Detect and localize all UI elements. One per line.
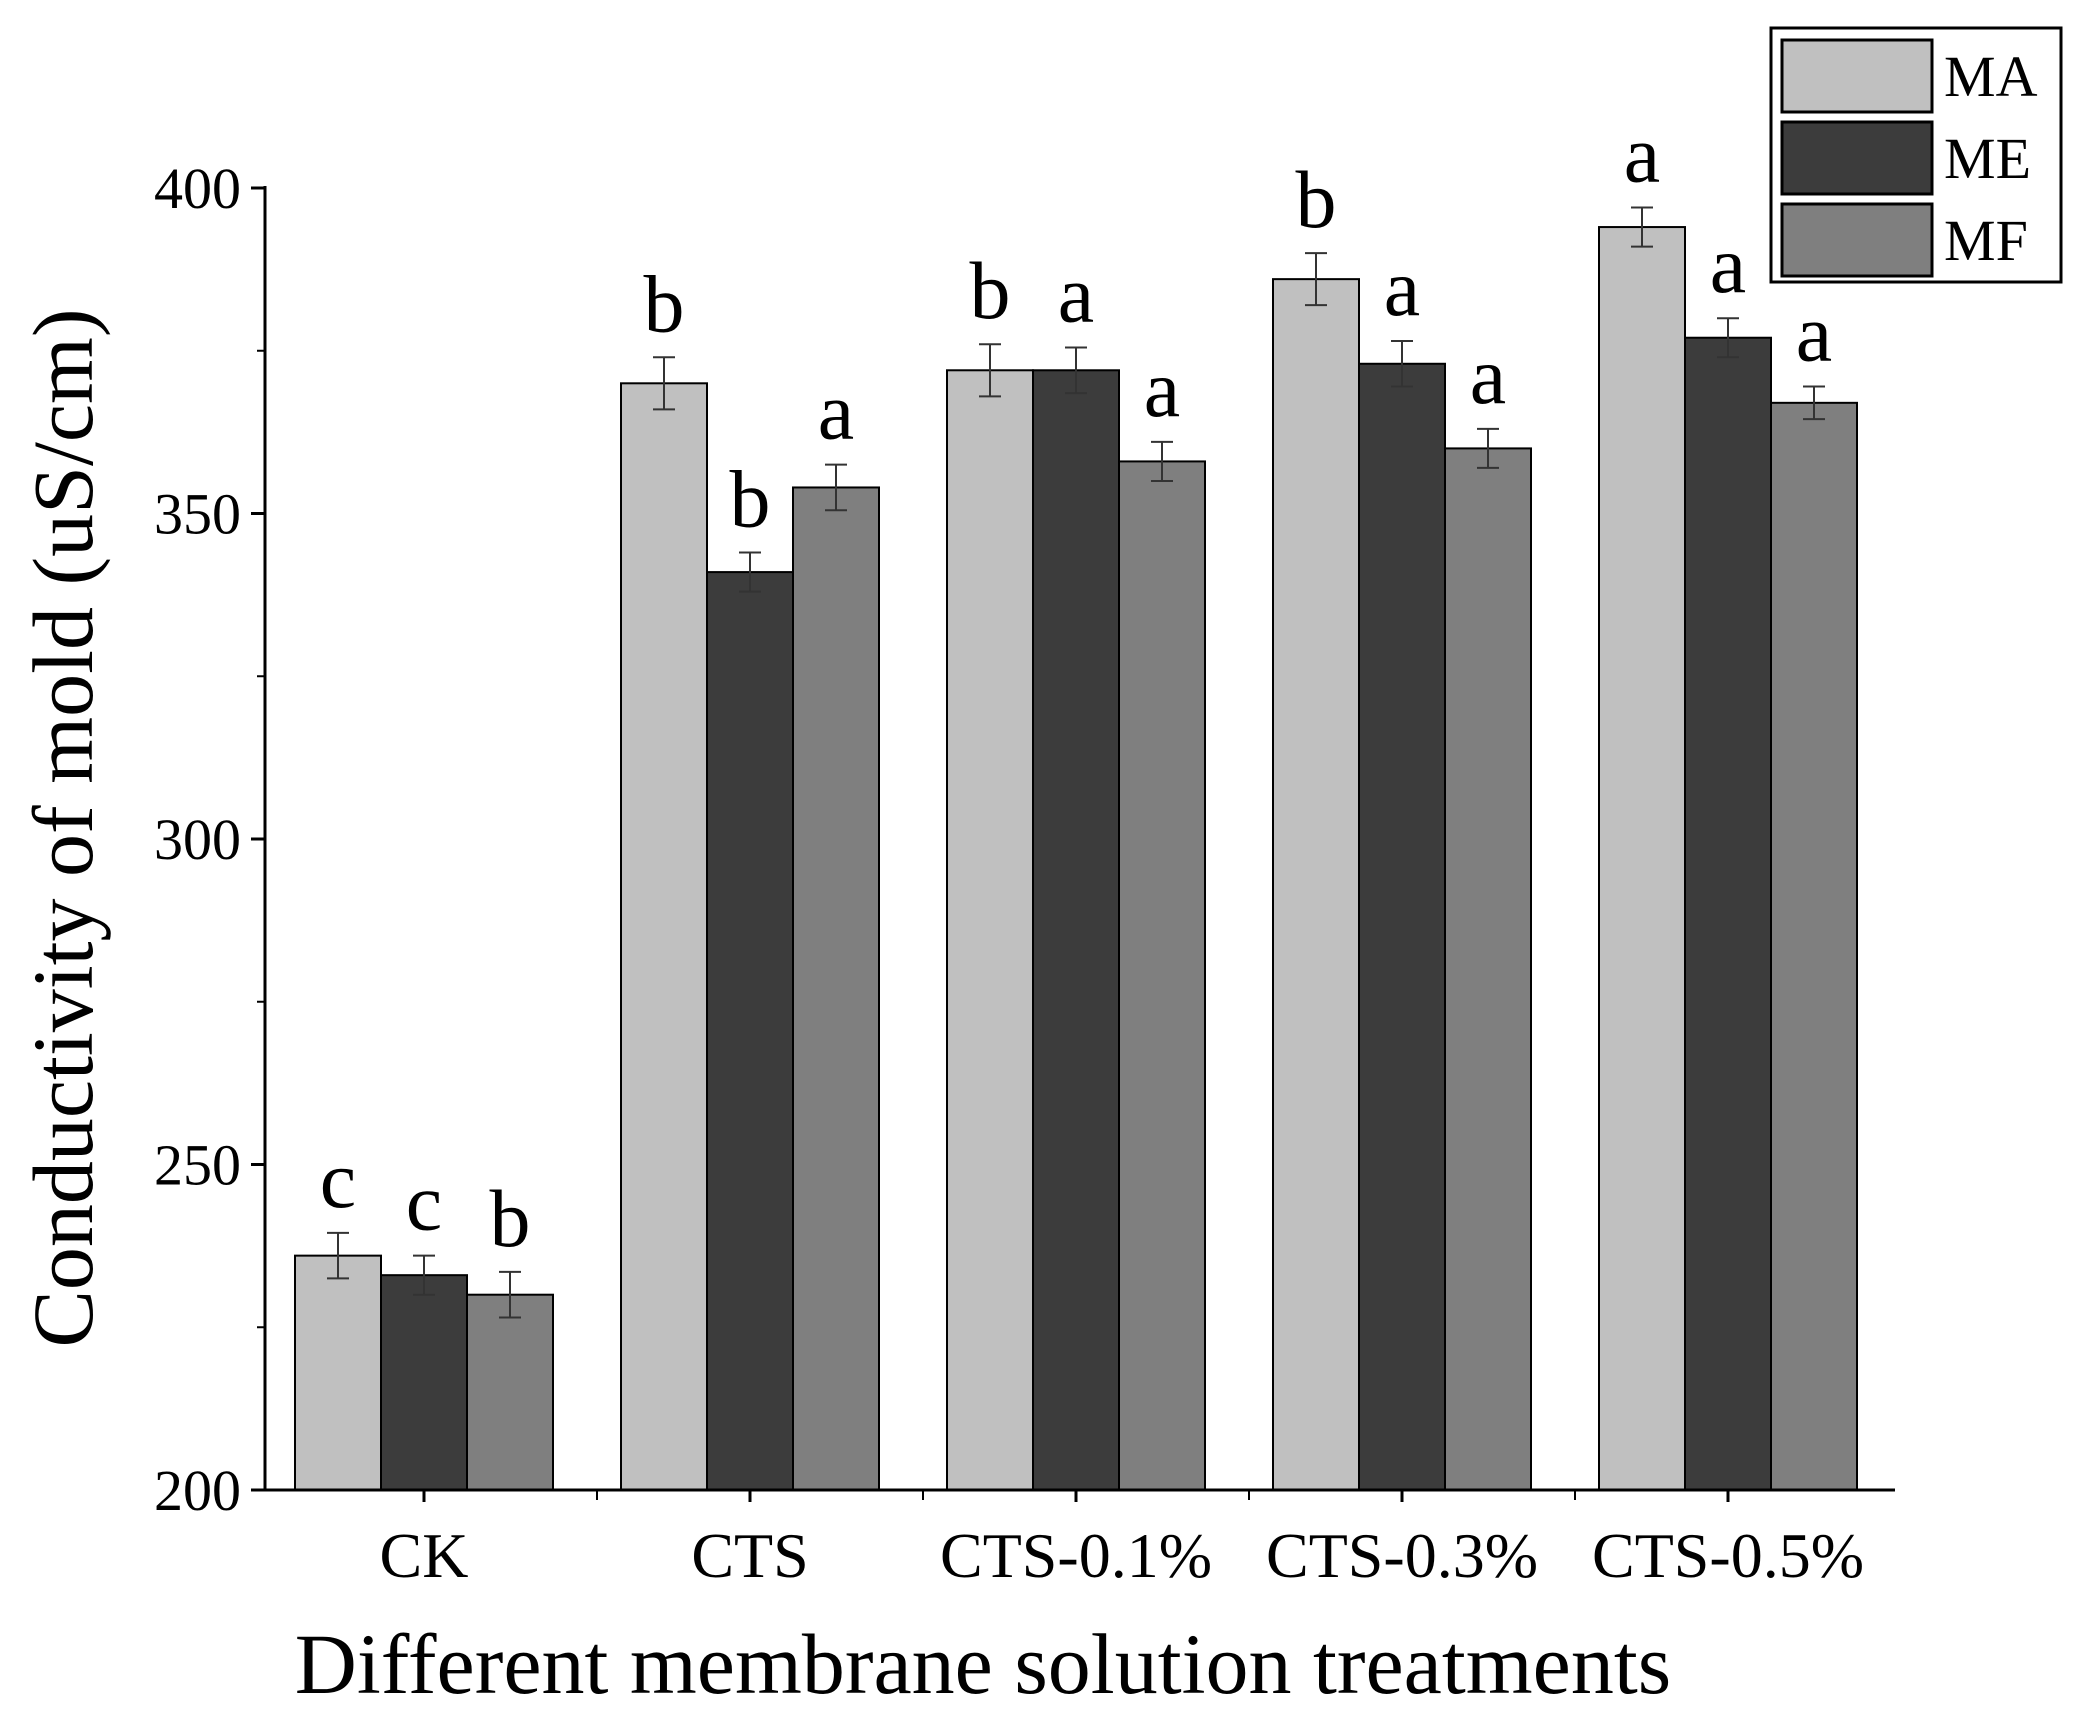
bar-mf [1770, 401, 1858, 1492]
bar-me [1684, 336, 1772, 1492]
significance-letter: b [730, 454, 771, 545]
y-tick-label: 300 [154, 807, 241, 872]
bar-mf [1118, 460, 1206, 1491]
legend-swatch-mf [1780, 202, 1934, 278]
bar-me [380, 1274, 468, 1492]
y-tick-label: 200 [154, 1458, 241, 1523]
bar-ma [1598, 226, 1686, 1491]
significance-letter: a [1144, 343, 1180, 434]
significance-letter: c [406, 1157, 442, 1248]
bar-mf [466, 1293, 554, 1491]
bar-me [1358, 362, 1446, 1491]
bar-ma [1272, 278, 1360, 1491]
y-axis-title: Conductivity of mold (uS/cm) [15, 308, 111, 1347]
significance-letter: a [818, 366, 854, 457]
y-tick-label: 400 [154, 156, 241, 221]
significance-letter: b [644, 258, 685, 349]
significance-letter: b [970, 245, 1011, 336]
bar-mf [792, 486, 880, 1491]
bars-layer [294, 226, 1858, 1492]
legend-items: MA ME MF [1780, 38, 2038, 278]
bar-ma [620, 382, 708, 1491]
bar-me [1032, 369, 1120, 1491]
bar-ma [946, 369, 1034, 1491]
significance-letter: c [320, 1134, 356, 1225]
bar-mf [1444, 447, 1532, 1491]
x-categories: CK CTS CTS-0.1% CTS-0.3% CTS-0.5% [380, 1490, 1864, 1591]
legend-label: MA [1944, 44, 2038, 109]
significance-letter: a [1796, 288, 1832, 379]
x-category-label: CTS-0.5% [1592, 1520, 1864, 1591]
y-tick-label: 250 [154, 1133, 241, 1198]
significance-letter: a [1624, 109, 1660, 200]
x-category-label: CTS [691, 1520, 808, 1591]
significance-letter: a [1384, 242, 1420, 333]
significance-letter: b [490, 1173, 531, 1264]
y-tick-label: 350 [154, 482, 241, 547]
significance-letter: a [1058, 248, 1094, 339]
significance-letter: b [1296, 154, 1337, 245]
legend: MA ME MF [1769, 26, 2063, 284]
bar-me [706, 571, 794, 1491]
significance-letter: a [1470, 330, 1506, 421]
legend-swatch-me [1780, 120, 1934, 196]
error-bars-layer [327, 206, 1825, 1319]
x-category-label: CTS-0.1% [940, 1520, 1212, 1591]
x-category-label: CTS-0.3% [1266, 1520, 1538, 1591]
x-category-label: CK [380, 1520, 469, 1591]
legend-swatch-ma [1780, 38, 1934, 114]
legend-label: MF [1944, 208, 2028, 273]
bar-ma [294, 1254, 382, 1492]
x-axis-title: Different membrane solution treatments [295, 1616, 1671, 1712]
significance-letter: a [1710, 219, 1746, 310]
legend-label: ME [1944, 126, 2031, 191]
y-ticks: 200 250 300 350 400 [154, 156, 265, 1523]
